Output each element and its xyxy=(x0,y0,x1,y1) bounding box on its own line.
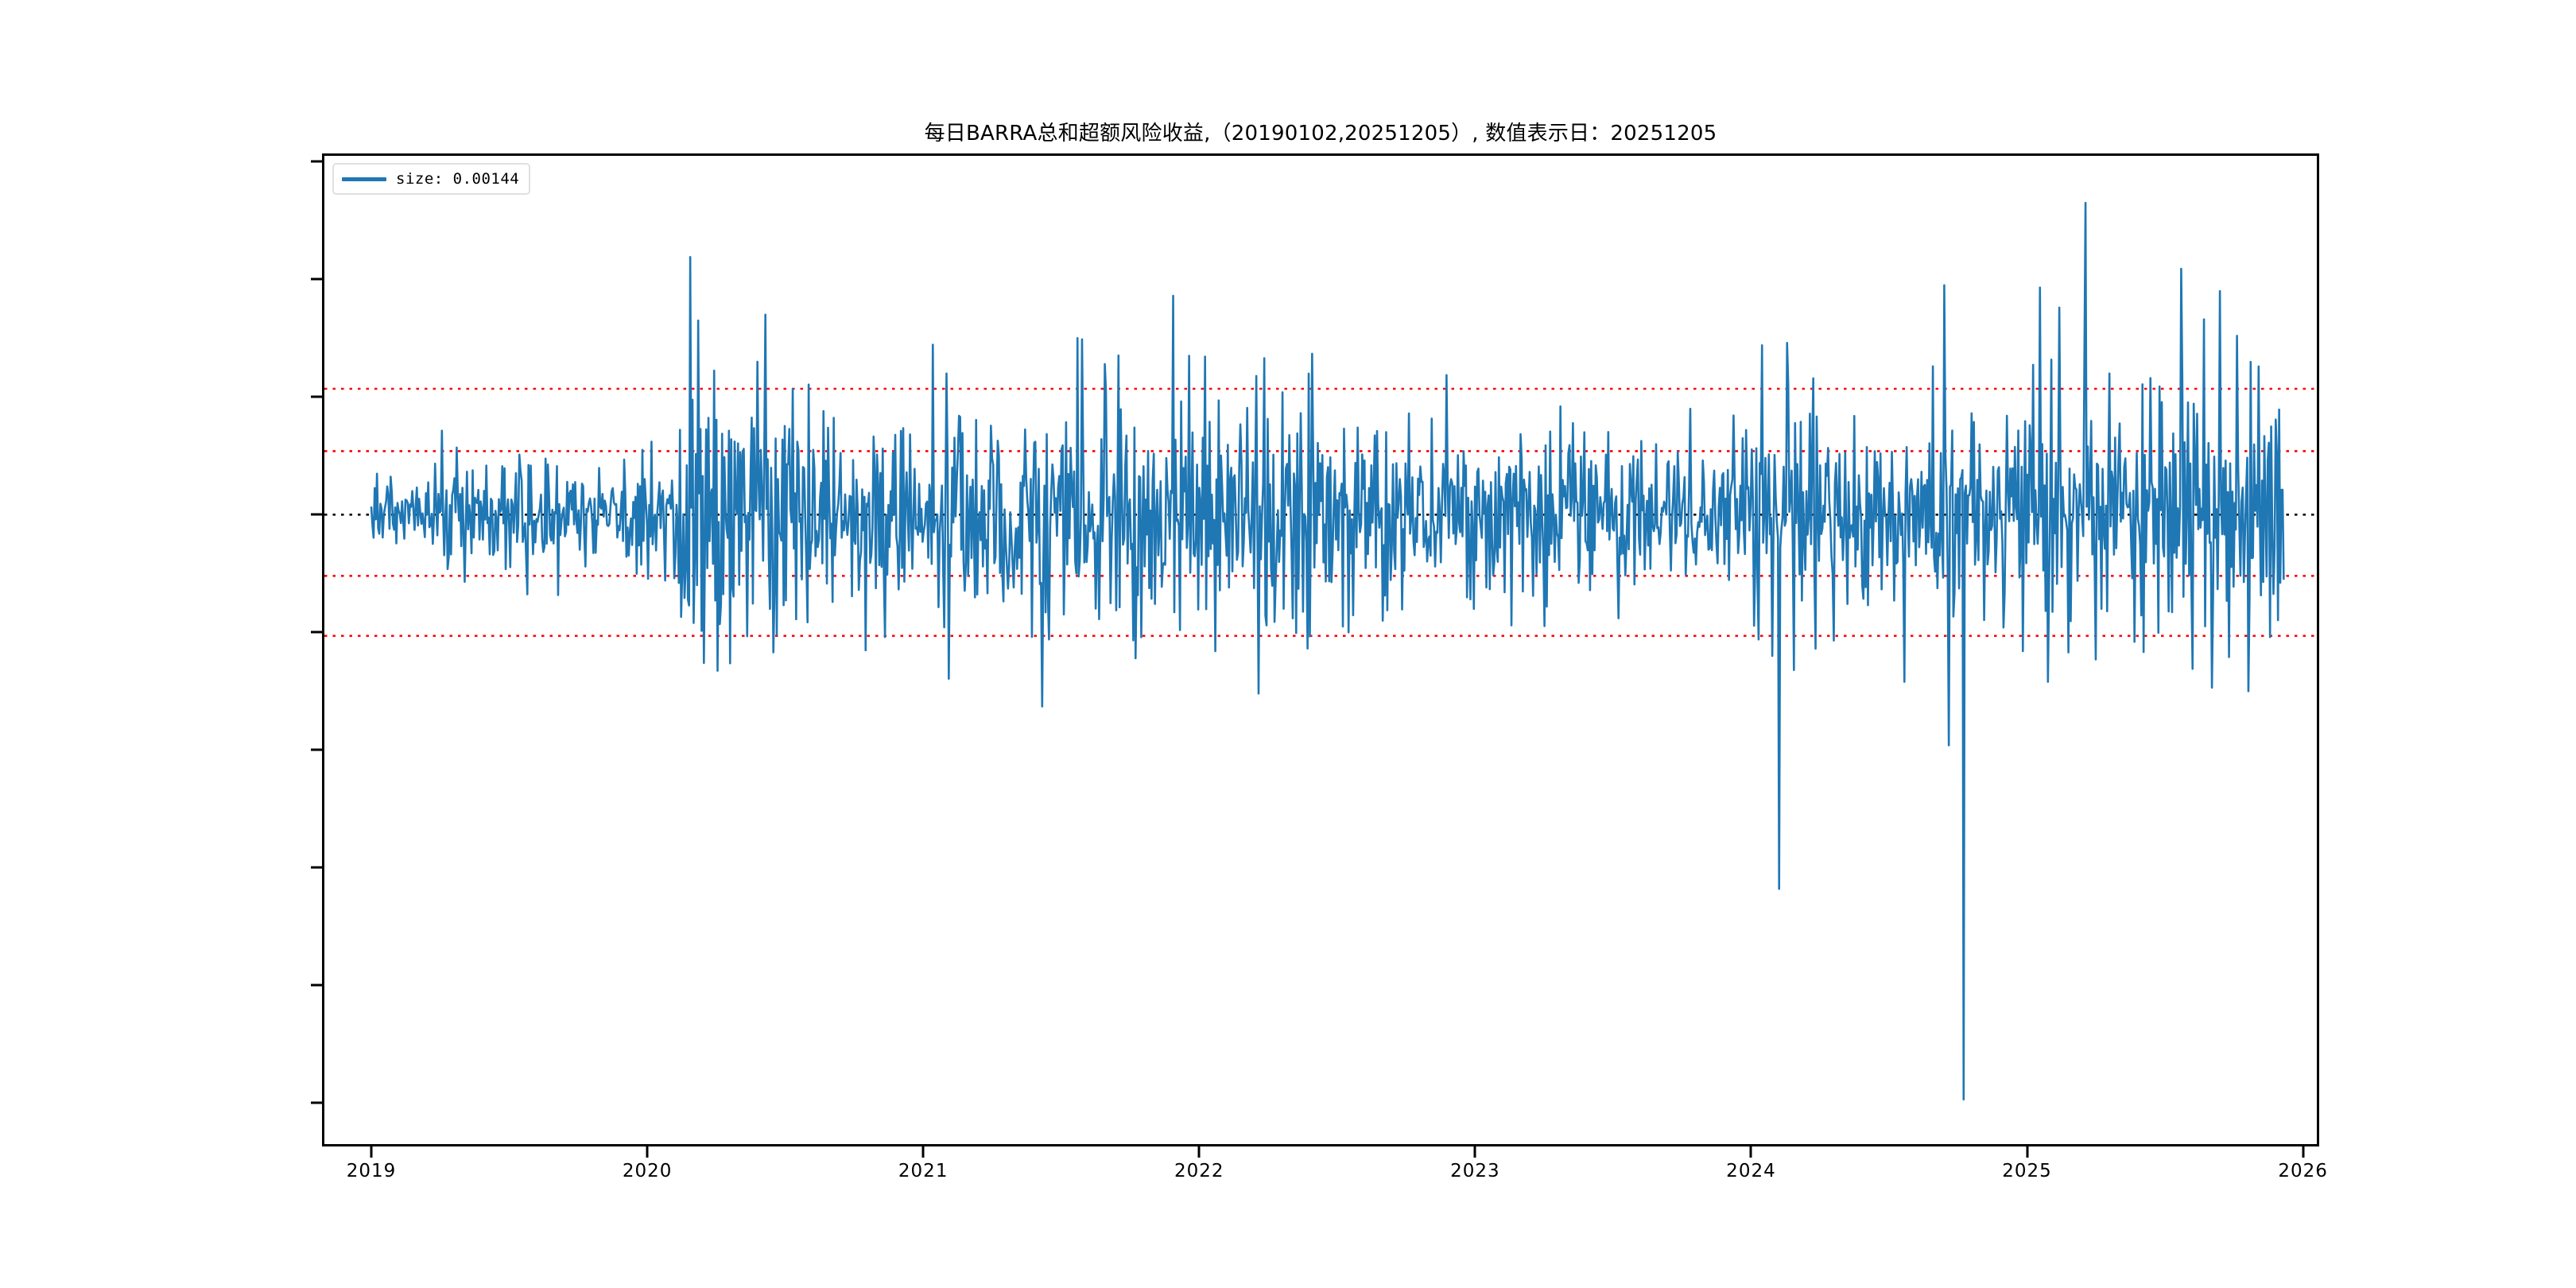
y-axis-tick-mark xyxy=(311,513,322,516)
x-axis-tick-mark xyxy=(370,1146,373,1158)
x-axis-tick-label: 2019 xyxy=(346,1161,397,1181)
plot-clip xyxy=(324,156,2317,1144)
y-axis-tick-mark xyxy=(311,277,322,281)
y-axis-tick-mark xyxy=(311,983,322,987)
y-axis-tick-mark xyxy=(311,630,322,634)
page-title: 每日BARRA总和超额风险收益,（20190102,20251205）, 数值表… xyxy=(924,122,1717,145)
y-axis-tick-mark xyxy=(311,160,322,163)
legend-label: size: 0.00144 xyxy=(396,170,520,188)
x-axis-tick-mark xyxy=(646,1146,649,1158)
series-line-size xyxy=(371,203,2283,1100)
x-axis-tick-mark xyxy=(1749,1146,1752,1158)
x-axis-tick-mark xyxy=(2302,1146,2305,1158)
x-axis-tick-label: 2026 xyxy=(2278,1161,2328,1181)
x-axis-tick-label: 2022 xyxy=(1174,1161,1224,1181)
x-axis-tick-label: 2024 xyxy=(1726,1161,1776,1181)
x-axis-tick-mark xyxy=(2026,1146,2029,1158)
y-axis-tick-mark xyxy=(311,395,322,398)
x-axis-tick-mark xyxy=(1473,1146,1476,1158)
x-axis-tick-label: 2021 xyxy=(898,1161,949,1181)
y-axis-tick-mark xyxy=(311,866,322,869)
x-axis-tick-label: 2023 xyxy=(1450,1161,1500,1181)
y-axis-tick-mark xyxy=(311,748,322,751)
x-axis-tick-mark xyxy=(1197,1146,1201,1158)
x-axis-tick-label: 2025 xyxy=(2002,1161,2052,1181)
x-axis-tick-mark xyxy=(921,1146,925,1158)
legend: size: 0.00144 xyxy=(332,163,531,195)
x-axis-tick-label: 2020 xyxy=(622,1161,673,1181)
plot-area xyxy=(322,153,2319,1146)
series-canvas xyxy=(324,156,2317,1144)
legend-line-swatch xyxy=(342,177,386,181)
y-axis-tick-mark xyxy=(311,1101,322,1104)
